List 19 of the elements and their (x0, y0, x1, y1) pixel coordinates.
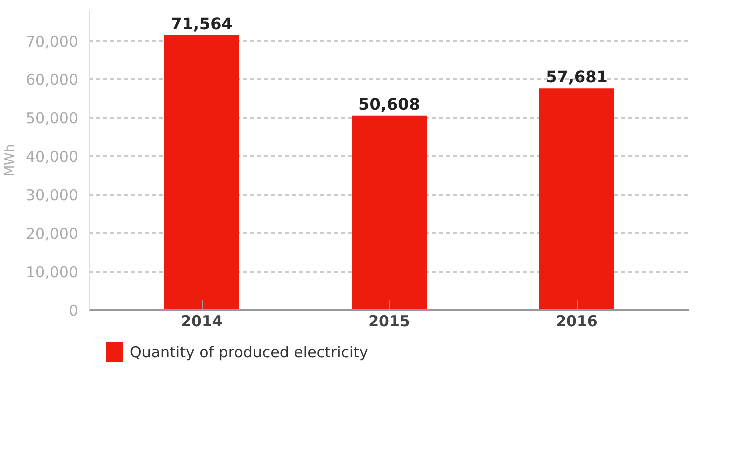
y-tick-label: 20,000 (26, 225, 79, 244)
x-tick-label: 2016 (556, 312, 598, 330)
y-tick-label: 10,000 (26, 264, 79, 282)
y-tick-label: 70,000 (26, 32, 79, 51)
y-tick-label: 30,000 (26, 186, 79, 205)
legend-label: Quantity of produced electricity (130, 344, 369, 362)
bar (164, 35, 240, 310)
y-tick-label: 60,000 (26, 71, 79, 90)
text: 71,564 (171, 14, 233, 34)
y-tick-label: 40,000 (26, 148, 79, 166)
y-axis-title: MWh (3, 144, 18, 177)
x-tick-label: 2014 (181, 312, 223, 330)
y-tick-label: 0 (68, 302, 79, 320)
bar (352, 116, 427, 310)
bar (540, 88, 614, 310)
text: 50,608 (358, 94, 420, 114)
text: 57,681 (546, 68, 608, 87)
y-tick-label: 50,000 (26, 110, 79, 128)
x-tick-label: 2015 (368, 312, 410, 330)
